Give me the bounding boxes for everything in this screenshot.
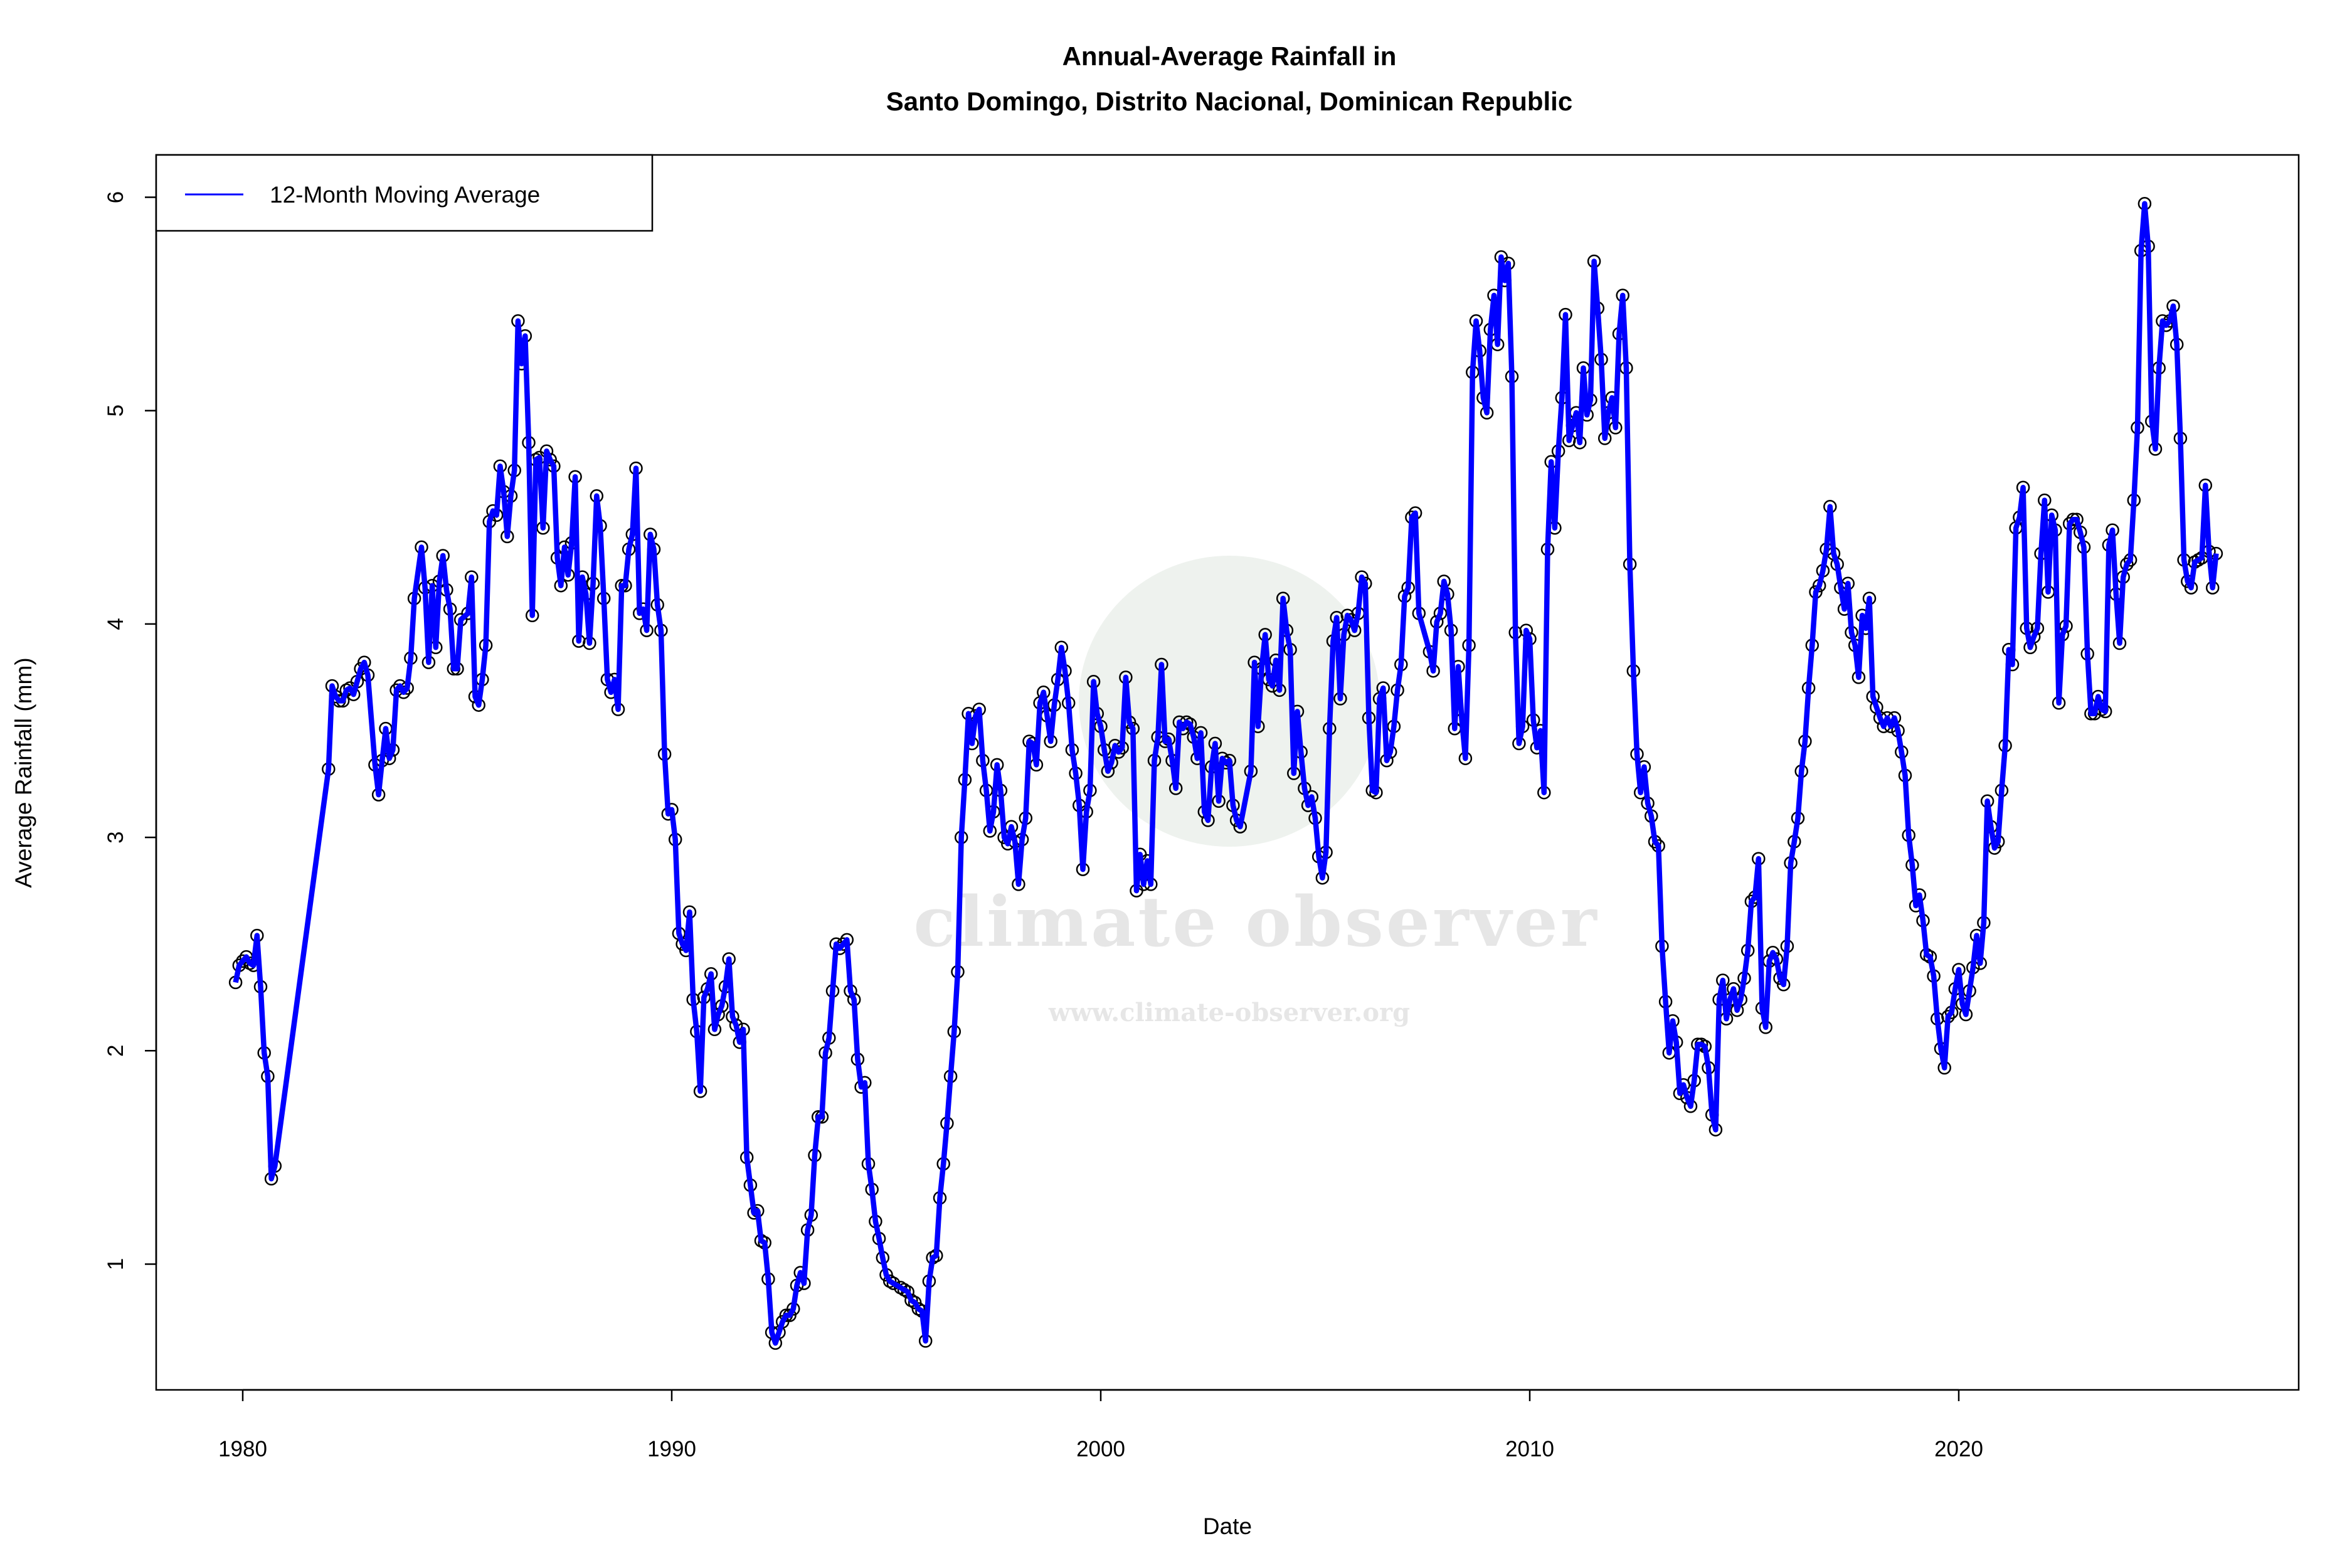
y-tick-label: 6 bbox=[103, 191, 128, 203]
x-tick-label: 2010 bbox=[1505, 1437, 1554, 1461]
y-axis: 1 2 3 4 5 6 bbox=[103, 191, 157, 1270]
x-tick-label: 1980 bbox=[218, 1437, 267, 1461]
x-tick-label: 2000 bbox=[1076, 1437, 1125, 1461]
y-tick-label: 3 bbox=[103, 831, 128, 843]
legend-box bbox=[155, 154, 654, 232]
x-tick-label: 2020 bbox=[1934, 1437, 1983, 1461]
y-tick-label: 4 bbox=[103, 618, 128, 630]
data-point bbox=[908, 1295, 922, 1310]
chart-subtitle: Santo Domingo, Distrito Nacional, Domini… bbox=[886, 87, 1572, 116]
series-line-12-month-moving-average bbox=[233, 201, 2219, 1346]
watermark-name: climate observer bbox=[913, 881, 1599, 962]
y-tick-label: 1 bbox=[103, 1258, 128, 1270]
legend: 12-Month Moving Average bbox=[155, 154, 654, 232]
watermark-url: www.climate-observer.org bbox=[1048, 998, 1410, 1027]
watermark: climate observer www.climate-observer.or… bbox=[913, 556, 1599, 1027]
x-tick-label: 1990 bbox=[647, 1437, 696, 1461]
x-axis: 1980 1990 2000 2010 2020 bbox=[218, 1389, 1983, 1461]
data-point bbox=[886, 1276, 901, 1290]
y-tick-label: 2 bbox=[103, 1045, 128, 1057]
x-axis-label: Date bbox=[1203, 1513, 1252, 1539]
y-axis-label: Average Rainfall (mm) bbox=[11, 657, 36, 887]
chart-title: Annual-Average Rainfall in bbox=[1062, 41, 1397, 71]
legend-label: 12-Month Moving Average bbox=[270, 182, 540, 208]
y-tick-label: 5 bbox=[103, 405, 128, 416]
